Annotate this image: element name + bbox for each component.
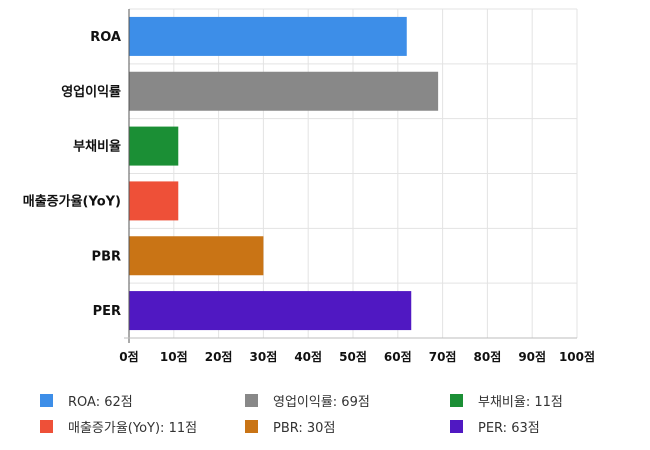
bar [129, 126, 179, 166]
bar [129, 16, 407, 56]
legend-label: PBR: 30점 [273, 420, 336, 436]
category-label: 매출증가율(YoY) [23, 193, 121, 209]
category-label: ROA [90, 30, 121, 45]
x-tick-label: 10점 [160, 349, 188, 364]
axes [124, 9, 577, 343]
legend-label: 영업이익률: 69점 [273, 394, 370, 410]
legend-label: 매출증가율(YoY): 11점 [68, 420, 198, 436]
legend-item: 부채비율: 11점 [450, 391, 563, 410]
x-tick-label: 50점 [339, 349, 367, 364]
legend-swatch [40, 393, 53, 407]
legend-item: ROA: 62점 [40, 391, 133, 410]
x-tick-label: 80점 [474, 349, 502, 364]
x-tick-label: 90점 [518, 349, 546, 364]
legend-label: 부채비율: 11점 [478, 394, 563, 410]
category-label: 영업이익률 [61, 84, 121, 100]
legend-swatch [245, 393, 258, 407]
x-tick-label: 40점 [294, 349, 322, 364]
legend-item: PER: 63점 [450, 417, 540, 436]
category-label: PER [93, 304, 121, 319]
legend-label: ROA: 62점 [68, 394, 133, 410]
legend-label: PER: 63점 [478, 420, 540, 436]
x-tick-label: 0점 [119, 349, 138, 364]
category-label: PBR [92, 249, 121, 264]
x-tick-label: 100점 [559, 349, 595, 364]
x-tick-labels: 0점 10점 20점 30점 40점 50점 60점 70점 80점 90점 100점 [119, 349, 595, 364]
x-tick-label: 60점 [384, 349, 412, 364]
x-tick-label: 70점 [429, 349, 457, 364]
bar [129, 181, 179, 221]
legend-swatch [245, 419, 258, 433]
bars [129, 16, 439, 331]
category-label: 부채비율 [73, 139, 121, 155]
legend-swatch [450, 419, 463, 433]
x-tick-label: 20점 [205, 349, 233, 364]
bar [129, 236, 264, 276]
legend-item: 매출증가율(YoY): 11점 [40, 417, 198, 436]
legend-item: PBR: 30점 [245, 417, 336, 436]
grid-lines [128, 8, 578, 339]
bar [129, 291, 412, 331]
bar [129, 71, 439, 111]
x-tick-label: 30점 [250, 349, 278, 364]
legend-swatch [450, 393, 463, 407]
legend-swatch [40, 419, 53, 433]
legend-item: 영업이익률: 69점 [245, 391, 370, 410]
